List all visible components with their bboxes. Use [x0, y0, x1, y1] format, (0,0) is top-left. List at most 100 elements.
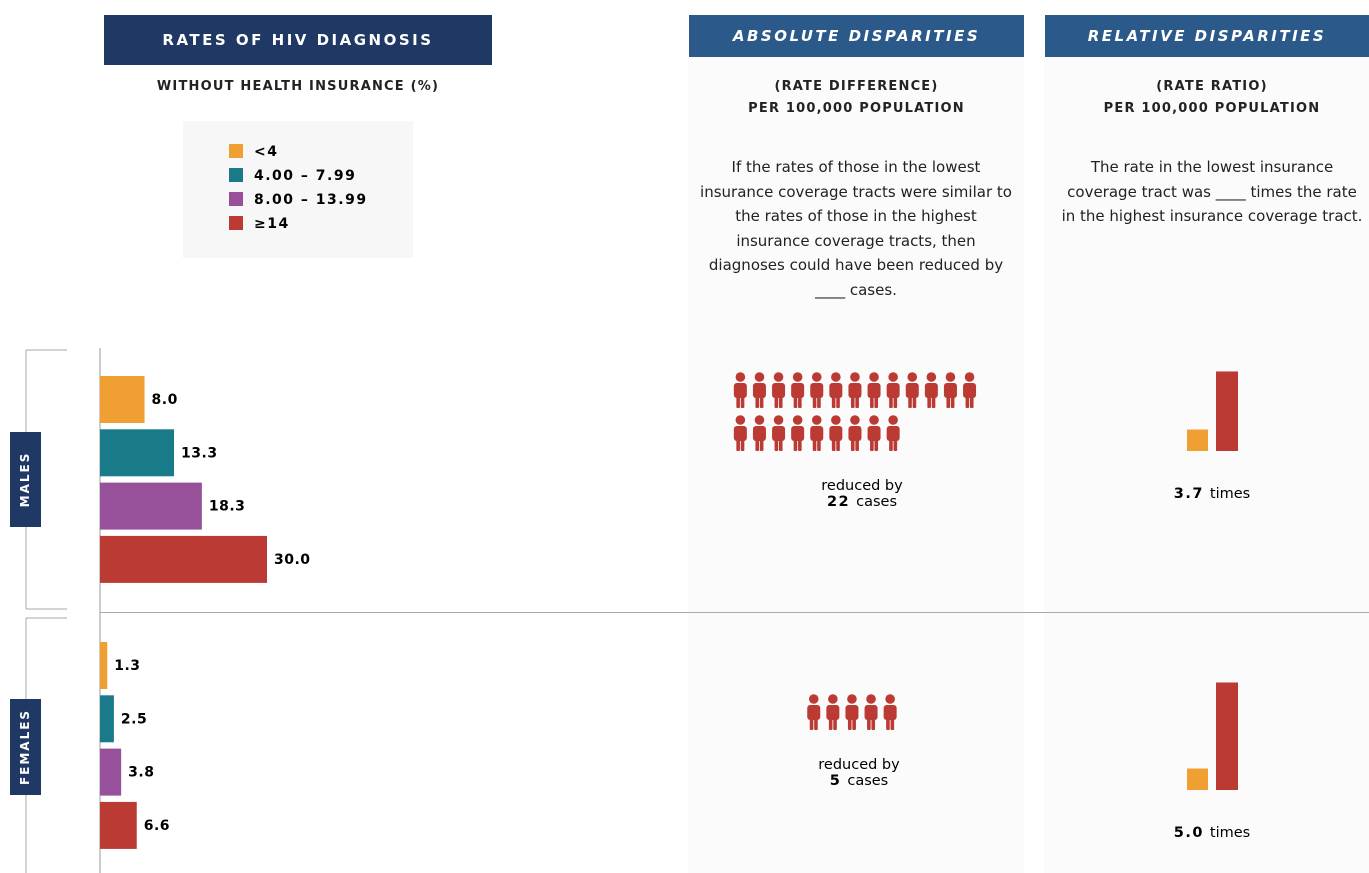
absolute-title: ABSOLUTE DISPARITIES: [689, 15, 1024, 57]
cases-suffix: cases: [847, 773, 888, 789]
cases-value: 5: [830, 773, 842, 789]
icon-leg: [828, 718, 833, 730]
icon-leg: [889, 439, 893, 451]
icon-leg: [774, 396, 779, 408]
icon-leg: [774, 439, 779, 451]
icon-body: [810, 426, 824, 441]
person-icon: [886, 372, 900, 408]
legend-panel: [183, 121, 413, 258]
person-icon: [848, 372, 862, 408]
legend-swatch: [229, 192, 243, 206]
bar: [100, 748, 122, 796]
icon-leg: [793, 439, 798, 451]
icon-body: [829, 383, 843, 398]
group-label: MALES: [18, 452, 32, 508]
icon-body: [864, 705, 878, 720]
icon-head: [847, 694, 857, 704]
icon-leg: [855, 396, 859, 408]
icon-body: [826, 705, 840, 720]
icon-leg: [893, 396, 898, 408]
icon-body: [752, 426, 766, 441]
legend-label: 4.00 – 7.99: [254, 168, 356, 184]
group-label-box: [10, 432, 41, 527]
person-icon: [829, 372, 843, 408]
icon-leg: [931, 396, 936, 408]
cases-prefix: reduced by: [818, 757, 900, 773]
bar: [100, 642, 108, 689]
icon-head: [831, 372, 841, 382]
value-label: 8.0: [152, 392, 178, 408]
legend-swatch: [229, 144, 243, 158]
icon-head: [828, 694, 838, 704]
person-icon: [867, 372, 881, 408]
person-icon: [733, 372, 747, 408]
person-icon: [886, 415, 900, 451]
icon-leg: [759, 396, 764, 408]
relative-subtitle: (RATE RATIO) PER 100,000 POPULATION: [1045, 76, 1369, 120]
icon-leg: [965, 396, 970, 408]
icon-leg: [908, 396, 912, 408]
icon-leg: [831, 396, 836, 408]
cases-suffix: cases: [856, 494, 897, 510]
icon-body: [867, 426, 881, 441]
cases-value: 22: [827, 494, 850, 510]
bar: [100, 535, 267, 583]
icon-body: [810, 383, 824, 398]
icon-body: [752, 383, 766, 398]
icon-body: [886, 426, 900, 441]
icon-head: [735, 372, 746, 382]
icon-head: [926, 372, 937, 382]
person-icon: [791, 415, 805, 451]
absolute-description: If the rates of those in the lowest insu…: [700, 158, 1012, 299]
icon-body: [807, 705, 821, 720]
icon-leg: [831, 439, 836, 451]
icon-leg: [874, 439, 879, 451]
subtitle-line: (RATE RATIO): [1156, 79, 1268, 94]
icon-head: [885, 694, 895, 704]
value-label: 13.3: [181, 445, 218, 461]
icon-leg: [798, 396, 802, 408]
cases-text: 5 cases: [830, 773, 888, 789]
case-icons: [807, 694, 897, 730]
icon-leg: [886, 718, 890, 730]
ratio-text: 5.0 times: [1174, 825, 1251, 841]
icon-leg: [817, 439, 821, 451]
icon-body: [867, 383, 881, 398]
icon-leg: [855, 439, 859, 451]
icon-leg: [759, 439, 764, 451]
icon-head: [964, 372, 975, 382]
ratio-text: 3.7 times: [1174, 486, 1251, 502]
icon-leg: [870, 439, 874, 451]
relative-title: RELATIVE DISPARITIES: [1045, 15, 1369, 57]
person-icon: [807, 694, 821, 730]
icon-head: [792, 372, 803, 382]
person-icon: [733, 415, 747, 451]
person-icon: [791, 372, 805, 408]
person-icon: [752, 372, 766, 408]
icon-leg: [817, 396, 821, 408]
ratio-value: 5.0: [1174, 825, 1204, 841]
icon-leg: [755, 439, 760, 451]
icon-leg: [812, 439, 817, 451]
person-icon: [883, 694, 897, 730]
icon-head: [811, 372, 822, 382]
icon-leg: [740, 439, 745, 451]
person-icon: [943, 372, 957, 408]
icon-body: [772, 426, 786, 441]
icon-leg: [833, 718, 837, 730]
icon-leg: [809, 718, 814, 730]
person-icon: [905, 372, 919, 408]
icon-leg: [852, 718, 856, 730]
icon-body: [943, 383, 957, 398]
person-icon: [829, 415, 843, 451]
header-subtitle: WITHOUT HEALTH INSURANCE (%): [156, 79, 440, 94]
header-title: RATES OF HIV DIAGNOSIS: [104, 15, 492, 65]
icon-leg: [755, 396, 760, 408]
absolute-panel: [688, 57, 1024, 873]
icon-body: [963, 383, 977, 398]
ratio-value: 3.7: [1174, 486, 1204, 502]
icon-leg: [893, 439, 898, 451]
cases-text: 22 cases: [827, 494, 897, 510]
icon-body: [883, 705, 897, 720]
